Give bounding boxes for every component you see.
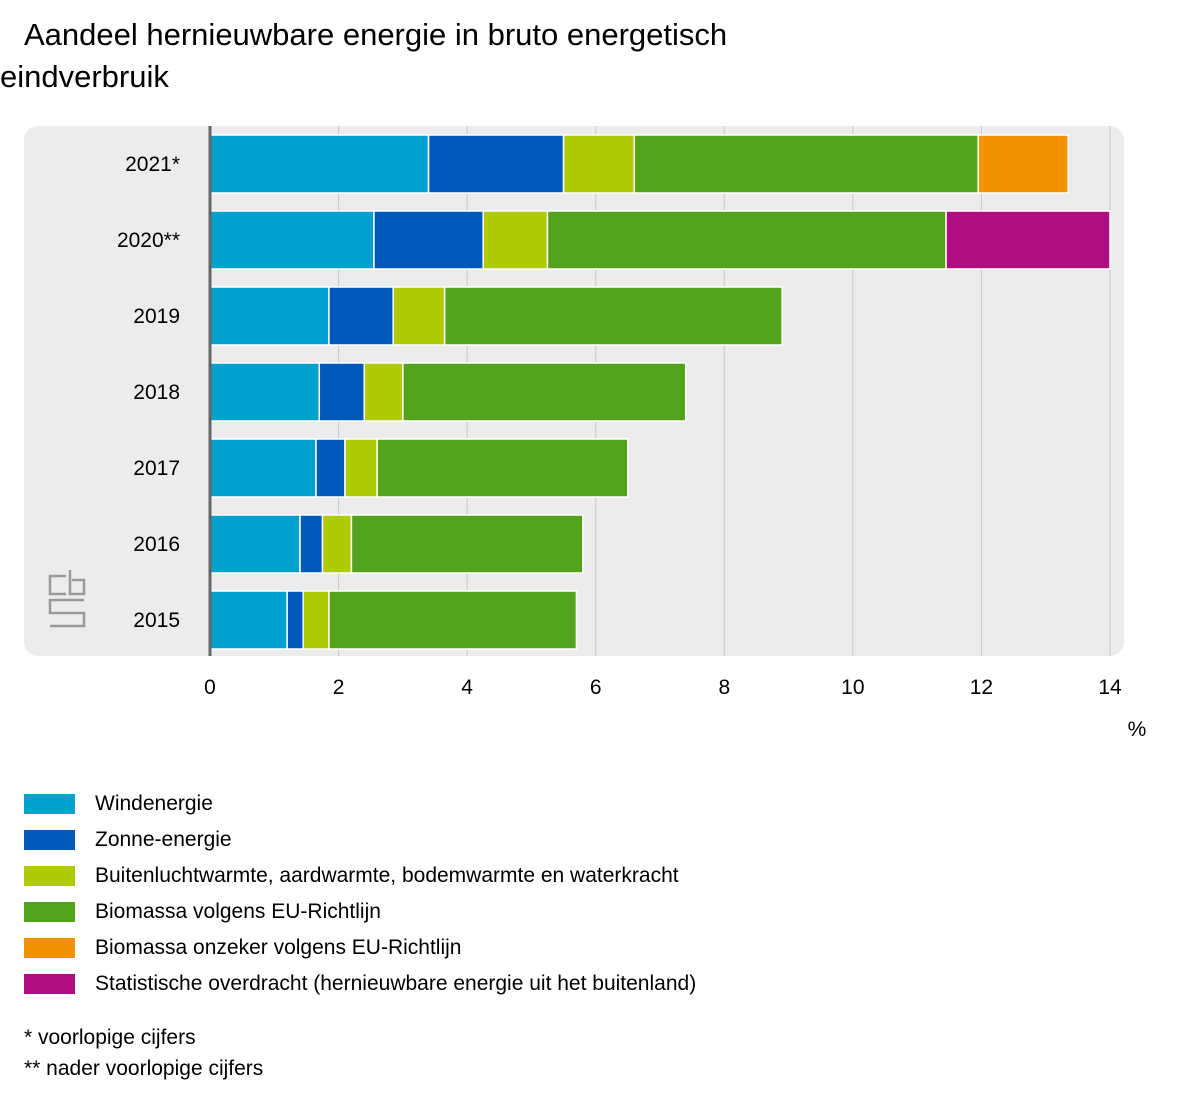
legend-swatch [24, 974, 75, 994]
legend-swatch [24, 794, 75, 814]
category-label: 2018 [133, 381, 180, 404]
x-tick-labels: 0 2 4 6 8 10 12 14 [204, 676, 1122, 699]
legend-item: Statistische overdracht (hernieuwbare en… [24, 966, 696, 1002]
bar-segment [443, 286, 783, 346]
x-tick-label: 8 [718, 676, 730, 699]
legend-item: Biomassa onzeker volgens EU-Richtlijn [24, 930, 696, 966]
bars [209, 134, 1111, 650]
bar-segment [350, 514, 584, 574]
bar-segment [209, 514, 301, 574]
category-label: 2016 [133, 533, 180, 556]
legend-item: Zonne-energie [24, 822, 696, 858]
bar-segment [302, 590, 330, 650]
bar-segment [209, 362, 321, 422]
bar-segment [328, 286, 394, 346]
bar-segment [633, 134, 979, 194]
footnote-provisional: * voorlopige cijfers [24, 1026, 196, 1049]
legend-label: Zonne-energie [95, 828, 232, 851]
x-tick-label: 4 [461, 676, 473, 699]
legend-label: Biomassa volgens EU-Richtlijn [95, 900, 381, 923]
x-tick-label: 12 [970, 676, 993, 699]
legend-swatch [24, 830, 75, 850]
x-tick-label: 10 [841, 676, 864, 699]
bar-segment [562, 134, 636, 194]
category-label: 2020** [117, 229, 180, 252]
bar-segment [318, 362, 366, 422]
cbs-logo-icon [48, 570, 86, 628]
legend-item: Biomassa volgens EU-Richtlijn [24, 894, 696, 930]
bar-segment [945, 210, 1111, 270]
x-axis-unit-label: % [1128, 718, 1147, 741]
category-label: 2021* [125, 153, 180, 176]
legend-swatch [24, 938, 75, 958]
x-tick-label: 2 [333, 676, 345, 699]
legend-swatch [24, 866, 75, 886]
x-tick-label: 14 [1098, 676, 1122, 699]
legend-label: Biomassa onzeker volgens EU-Richtlijn [95, 936, 462, 959]
bar-segment [315, 438, 346, 498]
category-label: 2017 [133, 457, 180, 480]
x-tick-label: 6 [590, 676, 602, 699]
bar-segment [482, 210, 549, 270]
bar-segment [392, 286, 446, 346]
bar-segment [328, 590, 578, 650]
bar-segment [402, 362, 687, 422]
bar-segment [427, 134, 565, 194]
chart-title: Aandeel hernieuwbare energie in bruto en… [0, 17, 728, 94]
bar-segment [286, 590, 304, 650]
bar-segment [209, 590, 288, 650]
legend: Windenergie Zonne-energie Buitenluchtwarmt… [24, 786, 696, 1002]
legend-item: Buitenluchtwarmte, aardwarmte, bodemwarm… [24, 858, 696, 894]
category-label: 2019 [133, 305, 180, 328]
legend-item: Windenergie [24, 786, 696, 822]
bar-segment [546, 210, 947, 270]
bar-segment [299, 514, 324, 574]
legend-swatch [24, 902, 75, 922]
bar-segment [321, 514, 353, 574]
footnotes: * voorlopige cijfers ** nader voorlopige… [24, 1022, 263, 1084]
bar-segment [373, 210, 484, 270]
category-labels: 2021* 2020** 2019 2018 2017 2016 2015 [117, 153, 180, 632]
legend-label: Buitenluchtwarmte, aardwarmte, bodemwarm… [95, 864, 679, 887]
bar-segment [209, 210, 375, 270]
bar-segment [977, 134, 1069, 194]
bar-segment [209, 134, 430, 194]
legend-label: Windenergie [95, 792, 213, 815]
footnote-revised-provisional: ** nader voorlopige cijfers [24, 1057, 264, 1080]
bar-chart: 2021* 2020** 2019 2018 2017 2016 2015 0 2 4 6 8 10 1… [24, 126, 1147, 741]
x-tick-label: 0 [204, 676, 216, 699]
category-label: 2015 [133, 609, 180, 632]
bar-segment [376, 438, 629, 498]
bar-segment [209, 438, 317, 498]
bar-segment [363, 362, 404, 422]
bar-segment [344, 438, 378, 498]
bar-segment [209, 286, 330, 346]
legend-label: Statistische overdracht (hernieuwbare en… [95, 972, 697, 995]
